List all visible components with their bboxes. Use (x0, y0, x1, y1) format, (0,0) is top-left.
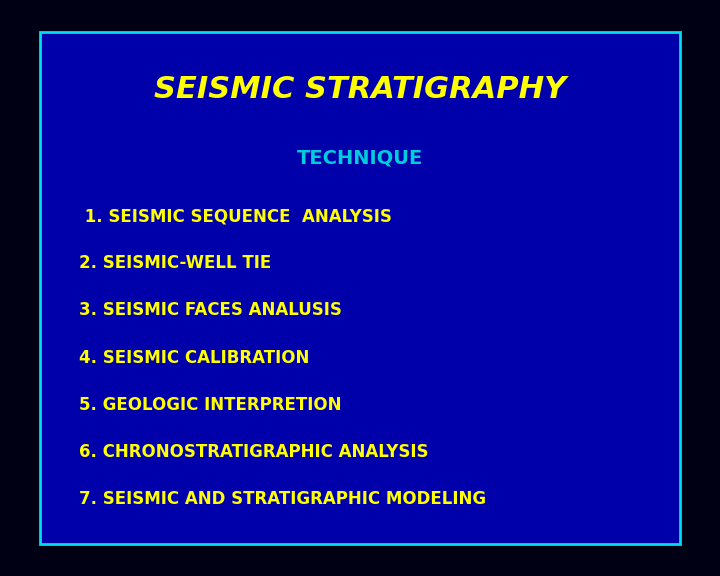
Text: 6. CHRONOSTRATIGRAPHIC ANALYSIS: 6. CHRONOSTRATIGRAPHIC ANALYSIS (79, 443, 428, 461)
FancyBboxPatch shape (40, 32, 680, 544)
Text: 3. SEISMIC FACES ANALUSIS: 3. SEISMIC FACES ANALUSIS (79, 301, 342, 320)
Text: 7. SEISMIC AND STRATIGRAPHIC MODELING: 7. SEISMIC AND STRATIGRAPHIC MODELING (79, 490, 486, 509)
Text: 5. GEOLOGIC INTERPRETION: 5. GEOLOGIC INTERPRETION (79, 396, 342, 414)
Text: 4. SEISMIC CALIBRATION: 4. SEISMIC CALIBRATION (79, 348, 310, 367)
Text: SEISMIC STRATIGRAPHY: SEISMIC STRATIGRAPHY (154, 75, 566, 104)
Text: 1. SEISMIC SEQUENCE  ANALYSIS: 1. SEISMIC SEQUENCE ANALYSIS (79, 207, 392, 225)
Text: 2. SEISMIC-WELL TIE: 2. SEISMIC-WELL TIE (79, 254, 271, 272)
Text: TECHNIQUE: TECHNIQUE (297, 149, 423, 168)
